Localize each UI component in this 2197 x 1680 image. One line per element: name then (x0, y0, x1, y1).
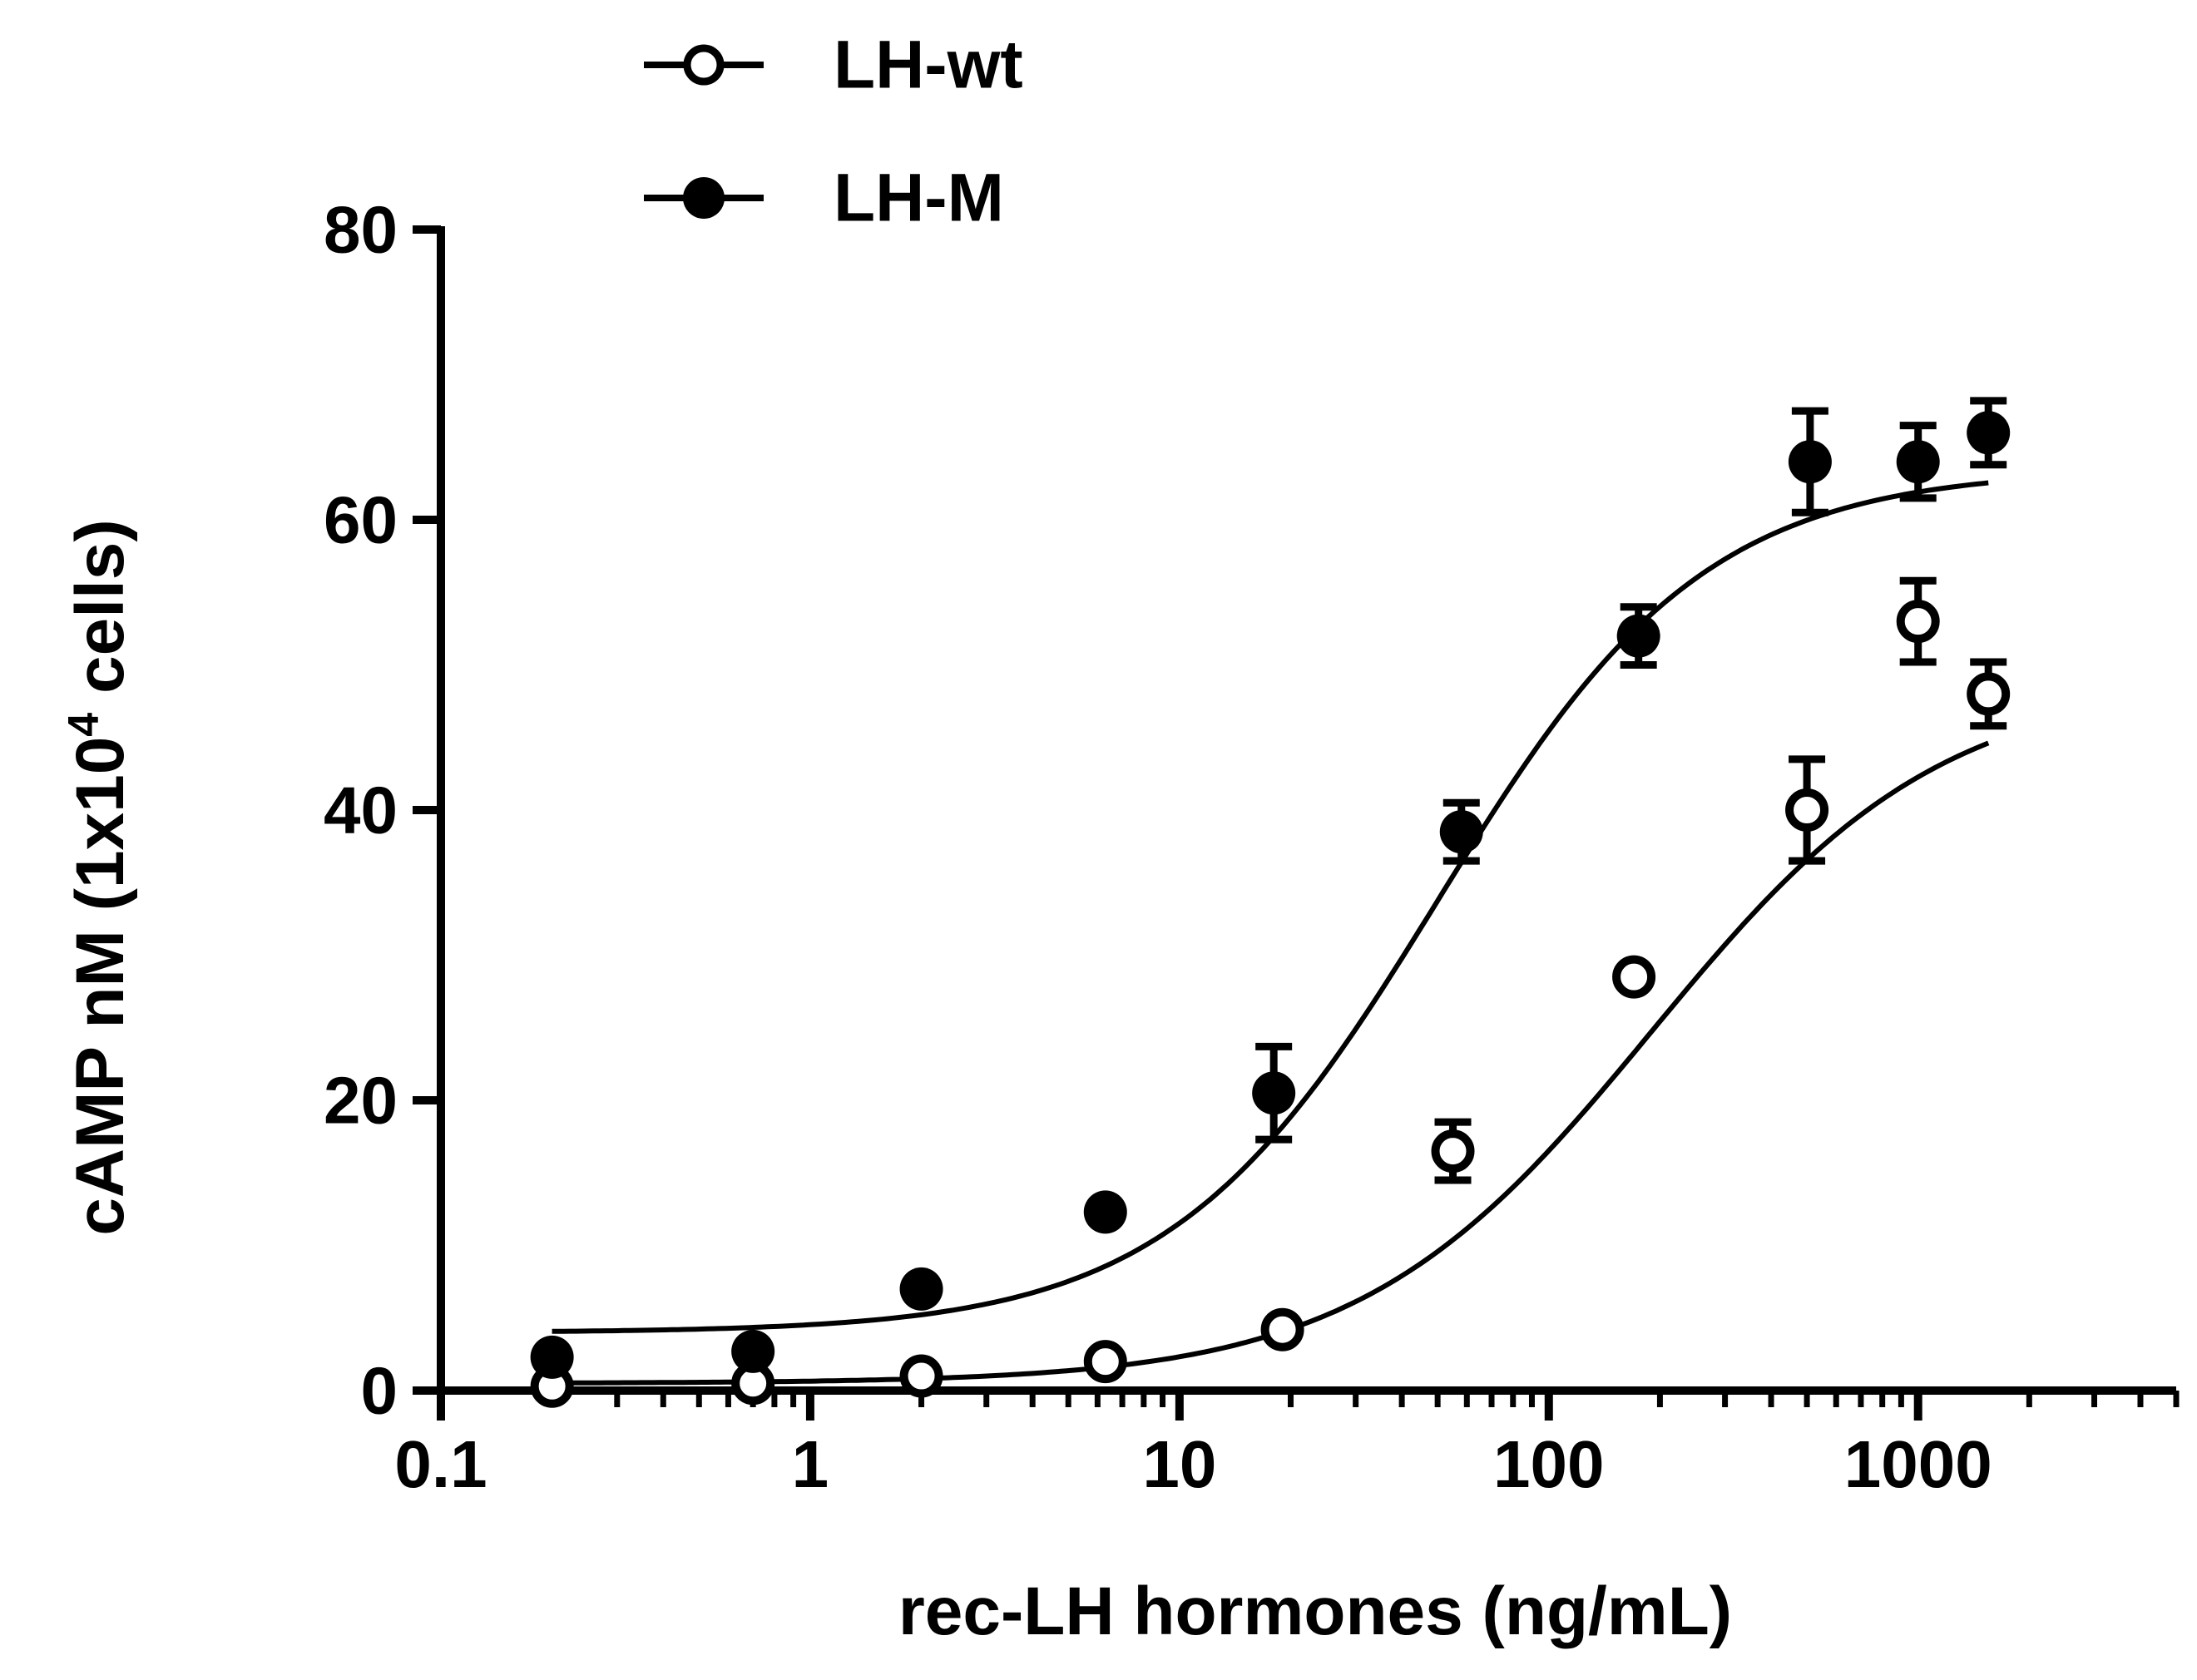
data-point-lh-m (1252, 1071, 1296, 1115)
y-tick-label: 20 (324, 1064, 398, 1138)
data-point-lh-wt (1612, 955, 1656, 999)
x-tick-label: 1000 (1844, 1427, 1992, 1501)
data-point-lh-m (1616, 614, 1660, 658)
data-point-lh-wt (1967, 672, 2011, 716)
x-tick-label: 100 (1493, 1427, 1604, 1501)
y-axis-label-main: cAMP nM (1x10 (62, 737, 138, 1236)
x-tick-label: 0.1 (394, 1427, 487, 1501)
data-point-lh-m (1439, 810, 1483, 854)
data-point-lh-m (1788, 440, 1832, 484)
axes: 0 20 40 60 80 0.1 1 10 100 1000 (324, 193, 2180, 1501)
legend-marker-lh-wt (683, 44, 725, 86)
legend-marker-lh-m (683, 177, 725, 219)
legend-label-lh-wt: LH-wt (834, 27, 1023, 103)
legend: LH-wt LH-M (644, 27, 1023, 236)
data-point-lh-m (1967, 411, 2011, 455)
data-point-lh-wt (1431, 1129, 1475, 1174)
data-point-lh-m (731, 1329, 775, 1373)
y-tick-label: 40 (324, 773, 398, 847)
data-point-lh-m (1083, 1190, 1127, 1234)
data-point-lh-wt (1083, 1340, 1127, 1384)
y-axis-label-tail: cells) (62, 519, 138, 712)
data-point-lh-m (530, 1335, 574, 1379)
y-tick-label: 80 (324, 193, 398, 267)
data-point-lh-m (1896, 440, 1940, 484)
x-tick-label: 10 (1142, 1427, 1216, 1501)
data-point-lh-wt (1785, 788, 1829, 832)
y-tick-label: 60 (324, 483, 398, 557)
legend-item-lh-m: LH-M (644, 161, 1004, 236)
data-point-lh-m (899, 1267, 943, 1311)
data-point-lh-wt (899, 1354, 943, 1398)
data-point-lh-wt (1896, 600, 1940, 644)
y-axis-label-superscript: 4 (60, 713, 108, 737)
legend-item-lh-wt: LH-wt (644, 27, 1023, 103)
data-points (530, 397, 2011, 1408)
x-tick-label: 1 (792, 1427, 829, 1501)
y-axis-label: cAMP nM (1x104 cells) (60, 519, 138, 1235)
y-tick-label: 0 (361, 1354, 398, 1428)
x-axis-label: rec-LH hormones (ng/mL) (898, 1574, 1732, 1649)
legend-label-lh-m: LH-M (834, 161, 1004, 236)
data-point-lh-wt (1260, 1307, 1304, 1351)
